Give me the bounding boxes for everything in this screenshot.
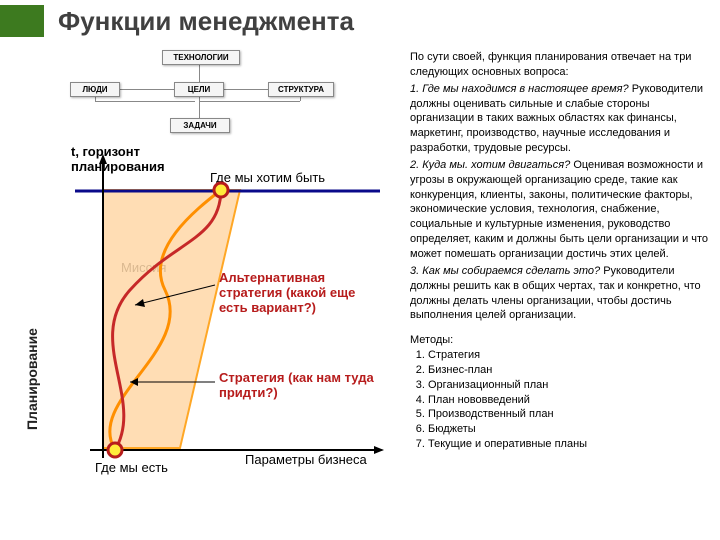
q1-title: 1. Где мы находимся в настоящее время? — [410, 83, 629, 95]
td-struct: СТРУКТУРА — [268, 82, 334, 97]
methods-block: Методы: Стратегия Бизнес-план Организаци… — [410, 333, 710, 452]
method-item: Текущие и оперативные планы — [428, 437, 710, 452]
method-item: План нововведений — [428, 393, 710, 408]
intro: По сути своей, функция планирования отве… — [410, 50, 710, 80]
chart-area: t, горизонт планирования Где мы хотим бы… — [75, 150, 390, 510]
dot-end — [214, 183, 228, 197]
method-item: Бизнес-план — [428, 363, 710, 378]
methods-list: Стратегия Бизнес-план Организационный пл… — [410, 348, 710, 452]
page-title: Функции менеджмента — [58, 6, 354, 37]
accent-block — [0, 5, 44, 37]
td-tech: ТЕХНОЛОГИИ — [162, 50, 240, 65]
td-goals: ЦЕЛИ — [174, 82, 224, 97]
methods-label: Методы: — [410, 334, 453, 346]
method-item: Организационный план — [428, 378, 710, 393]
chart-svg — [75, 150, 390, 490]
td-tasks: ЗАДАЧИ — [170, 118, 230, 133]
method-item: Стратегия — [428, 348, 710, 363]
right-column: По сути своей, функция планирования отве… — [410, 50, 710, 452]
q2-title: 2. Куда мы. хотим двигаться? — [410, 159, 570, 171]
method-item: Производственный план — [428, 407, 710, 422]
td-people: ЛЮДИ — [70, 82, 120, 97]
dot-start — [108, 443, 122, 457]
q3-title: 3. Как мы собираемся сделать это? — [410, 265, 600, 277]
sidebar-label: Планирование — [24, 328, 40, 430]
axis-y-arrow — [99, 154, 107, 164]
method-item: Бюджеты — [428, 422, 710, 437]
top-diagram: ТЕХНОЛОГИИ ЛЮДИ ЦЕЛИ СТРУКТУРА ЗАДАЧИ — [70, 50, 335, 140]
axis-x-arrow — [374, 446, 384, 454]
